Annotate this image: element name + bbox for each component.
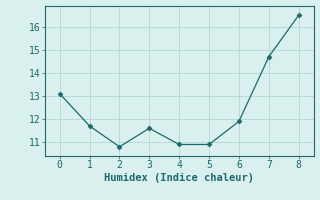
X-axis label: Humidex (Indice chaleur): Humidex (Indice chaleur) [104, 173, 254, 183]
